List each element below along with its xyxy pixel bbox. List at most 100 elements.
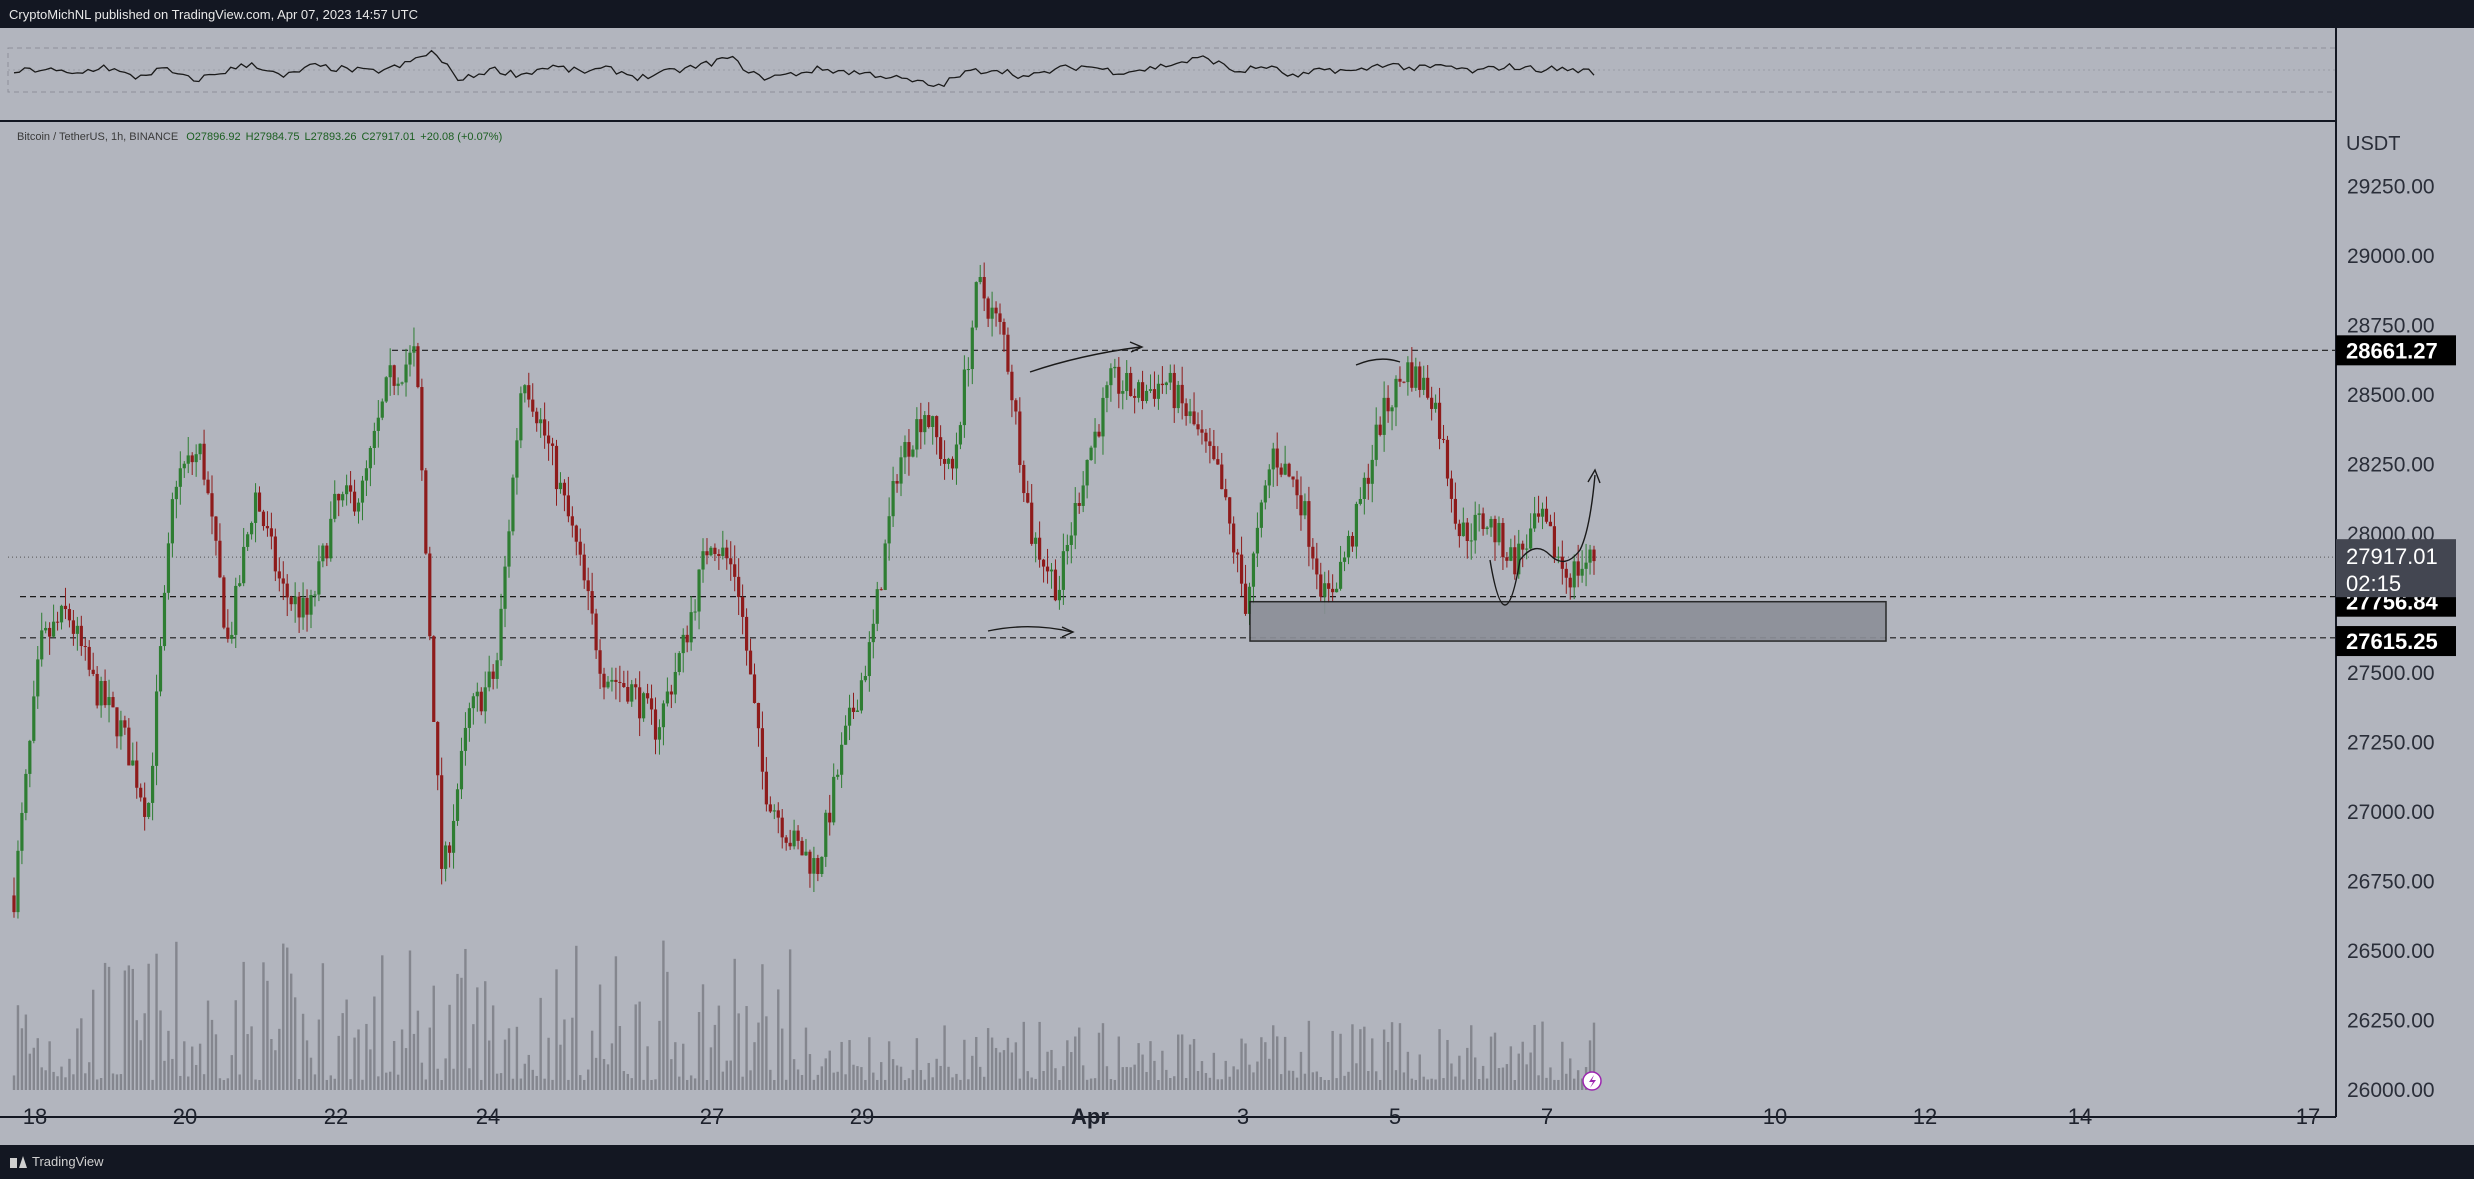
candle-body: [649, 698, 654, 710]
candle-body: [942, 459, 947, 464]
volume-bar: [1470, 1025, 1473, 1090]
volume-bar: [214, 1034, 218, 1090]
volume-bar: [440, 1079, 443, 1090]
volume-bar: [1188, 1044, 1192, 1090]
support-zone[interactable]: [1249, 600, 1887, 642]
candle-body: [1133, 396, 1137, 398]
candle-body: [451, 820, 456, 853]
volume-bar: [610, 1043, 614, 1090]
arrowhead-1: [1129, 341, 1144, 353]
volume-bar: [468, 1068, 471, 1090]
candle-body: [586, 580, 590, 592]
candle-body: [16, 850, 20, 913]
candle-body: [1034, 537, 1038, 544]
candle-body: [657, 727, 662, 740]
candle-body: [337, 493, 341, 501]
x-tick-label: 5: [1389, 1104, 1401, 1129]
volume-bar: [618, 1025, 622, 1090]
candle-body: [907, 442, 911, 457]
volume-bar: [143, 1013, 146, 1090]
price-axis[interactable]: USDT 29250.00 29000.00 28750.00 28500.00 282…: [0, 28, 2474, 1145]
candle-body: [1342, 557, 1347, 562]
volume-bar: [408, 950, 412, 1090]
drawings[interactable]: [987, 341, 1601, 638]
candle-body: [610, 679, 614, 682]
volume-bar: [1303, 1073, 1307, 1090]
volume-bar: [222, 1079, 226, 1090]
tradingview-logo[interactable]: TradingView: [10, 1154, 104, 1169]
volume-bar: [1343, 1075, 1346, 1090]
candle-body: [1402, 381, 1406, 383]
candle-body: [669, 691, 673, 695]
candle-body: [297, 596, 301, 618]
volume-bar: [1307, 1020, 1311, 1090]
lightning-icon[interactable]: [1582, 1071, 1602, 1091]
volume-bar: [1474, 1057, 1477, 1090]
candle-body: [638, 687, 642, 719]
candle-body: [1457, 523, 1461, 537]
candle-body: [348, 485, 353, 492]
candle-body: [40, 630, 44, 660]
volume-bar: [115, 1074, 119, 1090]
candle-body: [1521, 543, 1525, 550]
candle-body: [958, 425, 963, 445]
volume-bar: [1521, 1041, 1524, 1090]
candle-body: [400, 382, 404, 384]
candle-body: [198, 443, 202, 455]
candle-body: [1584, 562, 1588, 569]
volume-bar: [860, 1067, 863, 1090]
volume-bar: [1204, 1073, 1208, 1090]
candle-body: [1493, 518, 1497, 543]
volume-bar: [911, 1069, 915, 1090]
volume-bar: [947, 1066, 950, 1090]
volume-bar: [1394, 1070, 1398, 1090]
candle-body: [590, 591, 594, 614]
volume-bar: [614, 956, 618, 1090]
volume-bar: [1149, 1041, 1152, 1090]
volume-bar: [689, 1075, 693, 1090]
candle-body: [1378, 424, 1382, 435]
volume-bar: [749, 1070, 752, 1090]
candle-body: [178, 468, 182, 487]
volume-bar: [895, 1065, 899, 1090]
volume-bar: [781, 1028, 784, 1090]
candle-body: [582, 554, 586, 581]
volume-bar: [416, 1010, 420, 1090]
volume-bar: [1402, 1072, 1406, 1090]
candle-body: [843, 725, 848, 745]
candle-body: [1544, 508, 1549, 522]
candle-body: [1422, 377, 1426, 390]
time-axis[interactable]: 18 20 22 24 27 29 Apr 3 5 7 10 12 14 17: [23, 1104, 2320, 1129]
candle-body: [931, 416, 935, 427]
volume-bar: [579, 1075, 582, 1090]
volume-bar: [20, 1028, 24, 1090]
candle-body: [998, 313, 1002, 322]
candle-body: [317, 561, 321, 595]
volume-bar: [602, 1058, 606, 1090]
volume-bar: [72, 1074, 75, 1090]
volume-bar: [658, 1020, 661, 1090]
volume-bar: [804, 1027, 808, 1090]
candle-body: [1113, 366, 1117, 369]
volume-bar: [424, 1079, 428, 1090]
candle-body: [1517, 543, 1521, 575]
volume-bar: [1410, 1078, 1414, 1090]
volume-bar: [119, 1074, 123, 1090]
candle-body: [182, 463, 186, 469]
candle-body: [950, 458, 955, 469]
candle-body: [1536, 513, 1541, 517]
candle-body: [539, 419, 543, 424]
volume-bar: [701, 984, 705, 1090]
volume-bar: [507, 1028, 511, 1090]
candle-body: [966, 369, 970, 371]
candle-body: [1065, 544, 1069, 552]
candle-body: [1374, 424, 1378, 460]
candle-body: [1295, 479, 1299, 496]
candle-body: [1089, 447, 1093, 460]
volume-bar: [638, 1001, 641, 1090]
volume-bar: [107, 966, 111, 1090]
volume-bar: [765, 1016, 768, 1090]
candle-body: [1319, 574, 1323, 597]
svg-text:Bitcoin / TetherUS, 1h, BINANC: Bitcoin / TetherUS, 1h, BINANCE O27896.92…: [17, 131, 502, 143]
price-chart[interactable]: Bitcoin / TetherUS, 1h, BINANCE O27896.92…: [0, 28, 2474, 1145]
